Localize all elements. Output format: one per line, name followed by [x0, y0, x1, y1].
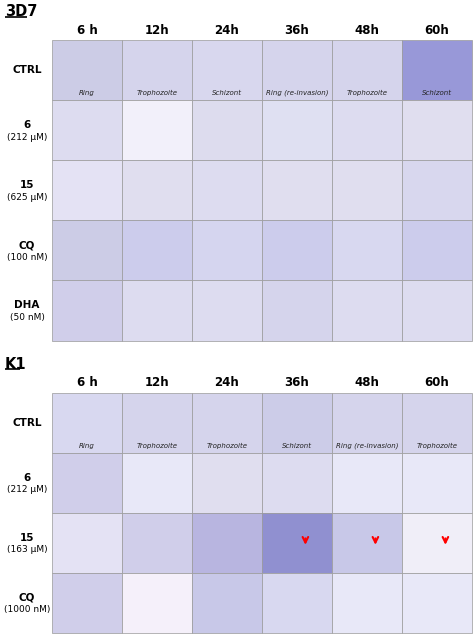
Bar — [122, 513, 192, 573]
Bar — [332, 573, 402, 633]
Bar — [332, 513, 402, 573]
Bar — [192, 40, 262, 100]
Bar — [52, 392, 122, 453]
Text: Ring: Ring — [79, 443, 95, 449]
Text: CQ: CQ — [19, 241, 35, 250]
Text: 24h: 24h — [215, 23, 239, 36]
Text: Trophozoite: Trophozoite — [137, 443, 177, 449]
Text: Ring (re-invasion): Ring (re-invasion) — [266, 90, 328, 96]
Bar — [262, 160, 332, 220]
Bar — [122, 392, 192, 453]
Bar — [52, 160, 122, 220]
Bar — [402, 220, 472, 281]
Text: 6: 6 — [23, 472, 31, 483]
Bar — [402, 281, 472, 340]
Bar — [122, 281, 192, 340]
Bar — [262, 573, 332, 633]
Text: 36h: 36h — [284, 23, 310, 36]
Text: (212 μM): (212 μM) — [7, 133, 47, 142]
Text: 6 h: 6 h — [77, 23, 97, 36]
Bar — [52, 573, 122, 633]
Bar — [52, 453, 122, 513]
Text: Schizont: Schizont — [212, 90, 242, 96]
Text: DHA: DHA — [14, 300, 40, 311]
Bar — [122, 160, 192, 220]
Bar — [192, 513, 262, 573]
Bar — [402, 453, 472, 513]
Bar — [192, 281, 262, 340]
Text: Trophozoite: Trophozoite — [346, 90, 388, 96]
Bar — [192, 220, 262, 281]
Bar — [332, 453, 402, 513]
Bar — [122, 453, 192, 513]
Bar — [52, 100, 122, 160]
Bar — [52, 40, 122, 100]
Text: Trophozoite: Trophozoite — [417, 443, 457, 449]
Text: 3D7: 3D7 — [5, 4, 37, 20]
Bar — [262, 281, 332, 340]
Bar — [402, 100, 472, 160]
Text: Trophozoite: Trophozoite — [137, 90, 177, 96]
Bar — [262, 220, 332, 281]
Text: 60h: 60h — [425, 23, 449, 36]
Bar — [192, 100, 262, 160]
Text: Trophozoite: Trophozoite — [207, 443, 247, 449]
Bar — [402, 40, 472, 100]
Bar — [402, 392, 472, 453]
Text: 48h: 48h — [355, 23, 380, 36]
Text: (625 μM): (625 μM) — [7, 193, 47, 202]
Bar — [192, 573, 262, 633]
Text: Schizont: Schizont — [422, 90, 452, 96]
Text: 15: 15 — [20, 533, 34, 543]
Bar — [262, 513, 332, 573]
Text: (1000 nM): (1000 nM) — [4, 605, 50, 615]
Text: 6 h: 6 h — [77, 376, 97, 389]
Bar — [192, 160, 262, 220]
Text: (50 nM): (50 nM) — [9, 313, 45, 322]
Bar — [262, 40, 332, 100]
Text: (212 μM): (212 μM) — [7, 485, 47, 494]
Text: Schizont: Schizont — [282, 443, 312, 449]
Bar — [192, 392, 262, 453]
Bar — [122, 40, 192, 100]
Bar — [52, 281, 122, 340]
Text: 15: 15 — [20, 180, 34, 190]
Bar — [122, 100, 192, 160]
Bar — [262, 392, 332, 453]
Bar — [332, 392, 402, 453]
Bar — [332, 100, 402, 160]
Bar — [122, 573, 192, 633]
Bar — [262, 453, 332, 513]
Text: 24h: 24h — [215, 376, 239, 389]
Text: Ring: Ring — [79, 90, 95, 96]
Text: 6: 6 — [23, 120, 31, 130]
Text: (163 μM): (163 μM) — [7, 545, 47, 554]
Text: 60h: 60h — [425, 376, 449, 389]
Text: Ring (re-invasion): Ring (re-invasion) — [336, 442, 398, 449]
Bar — [402, 573, 472, 633]
Text: (100 nM): (100 nM) — [7, 253, 47, 262]
Text: 48h: 48h — [355, 376, 380, 389]
Bar — [402, 160, 472, 220]
Text: 12h: 12h — [145, 376, 169, 389]
Bar — [332, 281, 402, 340]
Bar — [332, 40, 402, 100]
Text: 12h: 12h — [145, 23, 169, 36]
Text: 36h: 36h — [284, 376, 310, 389]
Bar — [192, 453, 262, 513]
Text: CQ: CQ — [19, 593, 35, 603]
Text: CTRL: CTRL — [12, 65, 42, 75]
Bar — [52, 513, 122, 573]
Bar — [402, 513, 472, 573]
Bar — [122, 220, 192, 281]
Text: CTRL: CTRL — [12, 418, 42, 427]
Bar — [262, 100, 332, 160]
Bar — [332, 160, 402, 220]
Bar — [332, 220, 402, 281]
Text: K1: K1 — [5, 357, 27, 372]
Bar — [52, 220, 122, 281]
